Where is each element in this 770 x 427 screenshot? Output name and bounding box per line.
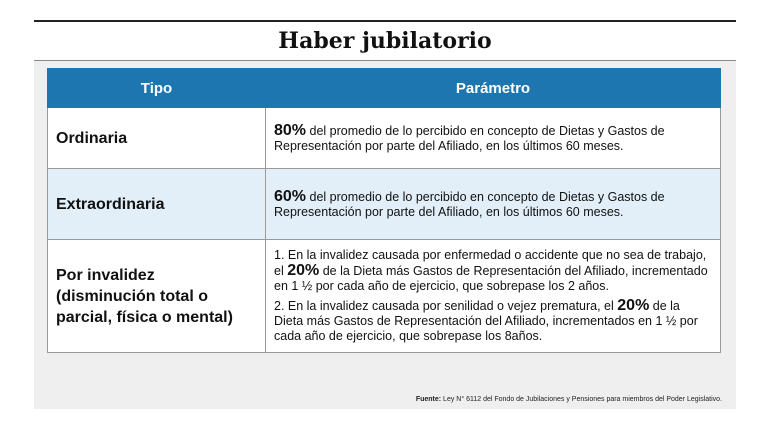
header-tipo: Tipo [47, 68, 266, 108]
parametro-item: 1. En la invalidez causada por enfermeda… [274, 248, 712, 294]
header-parametro: Parámetro [265, 68, 721, 108]
table-row: Ordinaria 80% del promedio de lo percibi… [47, 107, 721, 169]
parametro-item: 2. En la invalidez causada por senilidad… [274, 298, 712, 344]
parametro-cell: 80% del promedio de lo percibido en conc… [265, 107, 721, 169]
title-divider [34, 60, 736, 61]
table-row: Por invalidez (disminución total o parci… [47, 239, 721, 353]
top-rule [34, 20, 736, 22]
header-row: Tipo Parámetro [47, 68, 721, 108]
item-text-before: 1. En la invalidez causada por enfermeda… [274, 248, 707, 278]
source-label: Fuente: [415, 396, 442, 403]
source-note: Fuente: Ley N° 6112 del Fondo de Jubilac… [416, 396, 722, 403]
parametro-text: del promedio de lo percibido en concepto… [274, 123, 665, 153]
tipo-cell: Ordinaria [47, 107, 266, 169]
tipo-cell: Por invalidez (disminución total o parci… [47, 239, 266, 353]
parametro-cell: 60% del promedio de lo percibido en conc… [265, 168, 721, 240]
tipo-cell: Extraordinaria [47, 168, 266, 240]
item-text-before: 2. En la invalidez causada por senilidad… [274, 299, 618, 313]
source-text: Ley N° 6112 del Fondo de Jubilaciones y … [441, 396, 722, 403]
parametro-cell: 1. En la invalidez causada por enfermeda… [265, 239, 721, 353]
table-row: Extraordinaria 60% del promedio de lo pe… [47, 168, 721, 240]
page-title: Haber jubilatorio [34, 22, 736, 60]
percentage-value: 20% [617, 297, 650, 314]
item-text-after: de la Dieta más Gastos de Representación… [274, 264, 708, 293]
percentage-value: 80% [274, 121, 307, 139]
item-text-after: de la Dieta más Gastos de Representación… [274, 299, 698, 343]
percentage-value: 60% [274, 187, 307, 205]
percentage-value: 20% [287, 262, 320, 279]
parametro-text: del promedio de lo percibido en concepto… [274, 189, 665, 219]
pension-table: Tipo Parámetro Ordinaria 80% del promedi… [47, 68, 721, 353]
